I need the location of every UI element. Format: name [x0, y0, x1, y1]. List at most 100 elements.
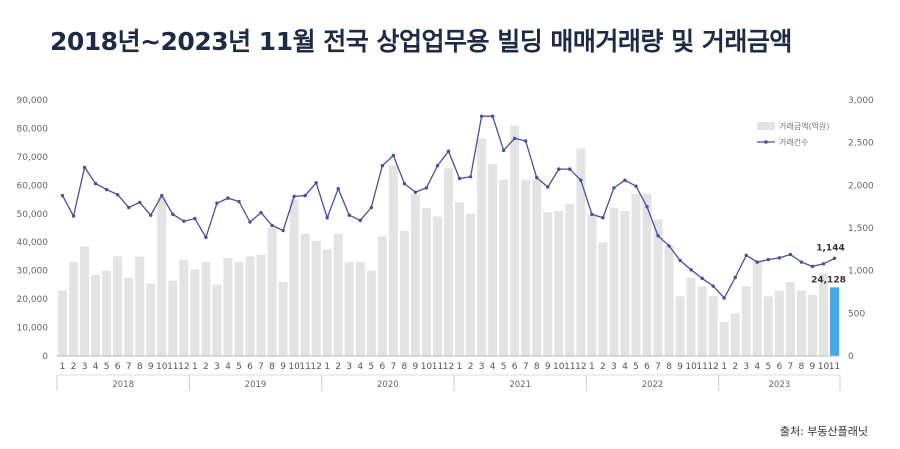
bar-amount	[532, 179, 542, 356]
bar-amount	[410, 193, 420, 356]
point-count	[479, 114, 484, 118]
bar-amount	[686, 277, 696, 356]
point-count	[435, 164, 440, 168]
point-count	[248, 220, 252, 224]
bar-amount	[675, 296, 685, 356]
point-count	[535, 175, 539, 180]
x-tick-month: 11	[432, 362, 443, 372]
page-title: 2018년~2023년 11월 전국 상업업무용 빌딩 매매거래량 및 거래금액	[50, 27, 792, 56]
x-tick-month: 10	[685, 362, 697, 372]
x-tick-month: 8	[534, 362, 540, 372]
point-count	[391, 153, 396, 158]
bar-amount	[807, 294, 817, 356]
bar-amount	[245, 256, 255, 356]
point-count	[722, 296, 726, 300]
x-tick-month: 6	[644, 362, 650, 372]
point-count	[523, 139, 528, 143]
point-count	[160, 193, 164, 198]
bar-amount	[212, 284, 222, 356]
x-tick-month: 2	[335, 362, 341, 372]
point-count	[336, 187, 340, 191]
point-count	[821, 262, 826, 266]
x-tick-month: 11	[564, 362, 575, 372]
point-count	[468, 175, 473, 179]
left-axis-tick: 10,000	[17, 324, 49, 334]
point-count	[413, 190, 418, 194]
bar-amount	[355, 262, 365, 356]
point-count	[733, 275, 737, 280]
x-tick-month: 1	[192, 362, 198, 372]
x-tick-month: 4	[490, 362, 496, 372]
point-count	[402, 181, 407, 186]
point-count	[546, 185, 550, 189]
point-count	[193, 216, 197, 221]
point-count	[579, 178, 583, 182]
point-count	[744, 253, 748, 258]
x-tick-month: 7	[390, 362, 396, 372]
bar-amount	[366, 270, 376, 356]
point-count	[270, 223, 274, 228]
bar-amount	[377, 236, 387, 356]
bar-amount	[554, 210, 564, 356]
bar-amount	[421, 208, 431, 356]
right-axis-tick: 0	[848, 352, 854, 362]
point-count	[645, 204, 649, 209]
x-tick-month: 1	[589, 362, 595, 372]
point-count	[380, 164, 385, 168]
legend-label-amount: 거래금액(억원)	[779, 121, 829, 131]
point-count	[457, 176, 462, 181]
point-count	[126, 205, 131, 210]
x-tick-year: 2021	[509, 380, 531, 390]
x-tick-month: 10	[421, 362, 433, 372]
x-tick-month: 3	[743, 362, 749, 372]
x-tick-month: 6	[512, 362, 518, 372]
point-count	[226, 196, 230, 200]
point-count	[678, 258, 682, 263]
bar-amount	[708, 296, 718, 356]
x-tick-month: 5	[236, 362, 242, 372]
bar-amount	[763, 296, 773, 356]
x-tick-month: 11	[829, 362, 840, 372]
right-axis-tick: 1,500	[848, 224, 874, 234]
point-count	[358, 218, 362, 223]
point-count	[60, 193, 65, 198]
point-count	[667, 244, 671, 248]
bar-amount	[278, 282, 288, 356]
point-count	[568, 167, 572, 171]
point-count	[612, 186, 616, 190]
point-count	[623, 178, 627, 182]
bar-amount	[499, 179, 509, 356]
bar-amount	[796, 290, 806, 356]
x-tick-month: 5	[368, 362, 374, 372]
point-count	[104, 187, 109, 192]
x-tick-month: 2	[468, 362, 474, 372]
x-tick-month: 6	[379, 362, 385, 372]
point-count	[93, 181, 98, 186]
bar-amount	[455, 202, 465, 356]
bar-amount	[752, 260, 762, 356]
bar-amount	[388, 165, 398, 356]
point-count	[766, 257, 771, 262]
bar-amount	[223, 257, 233, 356]
bar-amount	[521, 179, 531, 356]
point-count	[557, 167, 561, 171]
legend-swatch-count-dot	[764, 140, 768, 144]
bar-amount	[311, 240, 321, 356]
bar-amount	[653, 219, 663, 356]
x-tick-month: 5	[765, 362, 771, 372]
bar-amount	[102, 270, 112, 356]
bar-amount	[697, 286, 707, 356]
point-count	[512, 136, 517, 141]
bar-amount	[157, 196, 167, 356]
point-count	[369, 205, 374, 210]
x-tick-month: 12	[443, 362, 454, 372]
x-tick-month: 7	[523, 362, 529, 372]
x-tick-month: 5	[633, 362, 639, 372]
left-axis-tick: 30,000	[17, 267, 49, 277]
bar-amount	[201, 262, 211, 356]
bar-amount	[289, 199, 299, 356]
x-tick-month: 1	[721, 362, 727, 372]
point-count	[281, 228, 285, 233]
point-count	[700, 276, 704, 281]
point-count	[490, 114, 495, 118]
